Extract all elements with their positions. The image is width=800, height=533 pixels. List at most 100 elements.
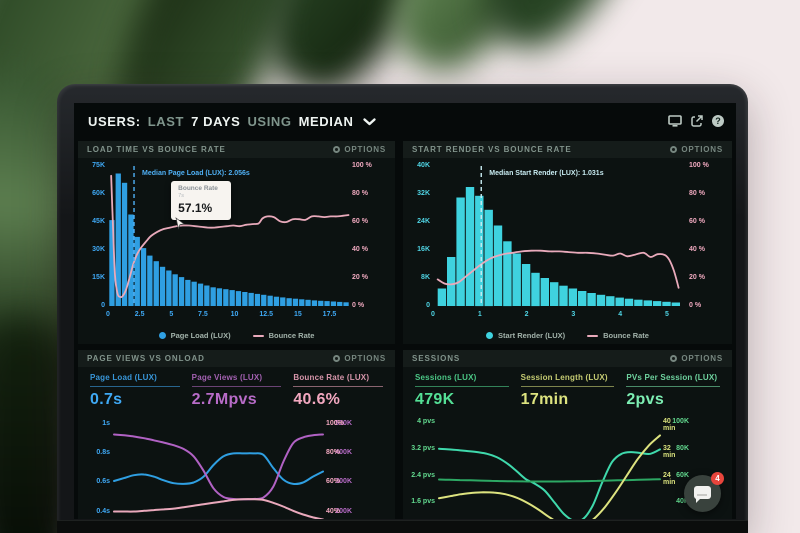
panel-header: PAGE VIEWS VS ONLOAD OPTIONS: [78, 350, 395, 367]
x-axis-tick-label: 7.5: [198, 311, 208, 318]
gear-icon: [670, 146, 678, 153]
axis-tick-label: 24K: [417, 218, 430, 225]
metric-underline: [626, 386, 721, 387]
y-axis-right: 100K 40 min 80K 32 min 60K 24 min 40K: [663, 417, 729, 519]
axis-tick-label: 3.2 pvs: [411, 444, 435, 452]
metric-underline: [520, 386, 615, 387]
metric-bounce-rate: Bounce Rate (LUX) 40.6%: [293, 373, 384, 409]
axis-tick-label: 1s: [102, 420, 110, 428]
axis-tick-label: 15K: [92, 274, 105, 281]
help-icon[interactable]: ?: [712, 115, 724, 127]
sessions-svg: [438, 434, 661, 519]
axis-tick-label: 60K: [676, 471, 689, 479]
axis-tick-label: 0 %: [352, 302, 365, 309]
start-render-svg: [436, 166, 680, 307]
panel-title: SESSIONS: [412, 354, 461, 363]
metrics-row: Sessions (LUX) 479K Session Length (LUX)…: [403, 367, 732, 409]
header-days-label: 7 DAYS: [191, 113, 241, 129]
x-axis: 0 2.5 5 7.5 10 12.5 15 17.5: [106, 311, 351, 321]
axis-tick-label: 0 %: [689, 302, 702, 309]
chat-widget-button[interactable]: 4: [684, 472, 724, 512]
x-axis-tick-label: 5: [169, 311, 174, 318]
page-views-onload-plot: [113, 417, 324, 519]
axis-tick-label: 45K: [92, 218, 105, 225]
axis-tick-label: 40 %: [352, 246, 368, 253]
panel-title: START RENDER VS BOUNCE RATE: [412, 145, 572, 154]
axis-tick-label: 40K: [417, 162, 430, 169]
axis-tick-label: 0: [426, 302, 430, 309]
axis-tick-label: 32K: [417, 190, 430, 197]
x-axis-tick-label: 15: [293, 311, 302, 318]
laptop-hinge: [57, 520, 748, 533]
axis-tick-label: 32 min: [663, 444, 676, 459]
x-axis-tick-label: 3: [571, 311, 576, 318]
panel-load-time-vs-bounce-rate: LOAD TIME VS BOUNCE RATE OPTIONS 75K 60K 4…: [78, 141, 395, 344]
axis-tick-label: 200K: [335, 507, 352, 515]
sessions-chart: 4 pvs 3.2 pvs 2.4 pvs 1.6 pvs 100K 40 min 80K…: [403, 411, 732, 519]
axis-tick-label: 2.4 pvs: [411, 471, 435, 479]
laptop-screen: USERS: LAST 7 DAYS USING MEDIAN ?: [74, 103, 736, 519]
panel-title: LOAD TIME VS BOUNCE RATE: [87, 145, 226, 154]
metric-underline: [293, 386, 384, 387]
monitor-icon[interactable]: [668, 115, 682, 127]
options-button[interactable]: OPTIONS: [670, 354, 723, 363]
axis-tick-label: 60K: [92, 190, 105, 197]
start-render-chart: 40K 32K 24K 16K 8K 0 100 % 80 % 60 % 40 % 20 % 0 %…: [403, 158, 732, 344]
y-axis-right: 500K 100% 400K 80% 300K 60% 200K 40%: [326, 417, 392, 519]
load-time-svg: [109, 166, 350, 306]
axis-tick-label: 75K: [92, 162, 105, 169]
chat-bubble-line: [697, 494, 707, 496]
legend-item: Start Render (LUX): [486, 331, 565, 340]
axis-tick-label: 40%: [326, 507, 341, 515]
share-icon[interactable]: [691, 115, 703, 127]
y-axis-left: 40K 32K 24K 16K 8K 0: [405, 162, 430, 309]
y-axis-left: 1s 0.8s 0.6s 0.4s: [80, 417, 110, 519]
panel-start-render-vs-bounce-rate: START RENDER VS BOUNCE RATE OPTIONS 40K 3…: [403, 141, 732, 344]
panel-header: LOAD TIME VS BOUNCE RATE OPTIONS: [78, 141, 395, 158]
axis-tick-label: 0.4s: [96, 507, 110, 515]
laptop-frame: USERS: LAST 7 DAYS USING MEDIAN ?: [57, 84, 748, 533]
metric-underline: [90, 386, 180, 387]
start-render-plot: Median Start Render (LUX): 1.031s: [433, 166, 688, 307]
x-axis-tick-label: 2.5: [134, 311, 145, 318]
load-time-chart: 75K 60K 45K 30K 15K 0 100 % 80 % 60 % 40 % 20 % 0 …: [78, 158, 395, 344]
bounce-rate-tooltip: Bounce Rate 7s 57.1%: [171, 181, 232, 231]
axis-tick-label: 40 %: [689, 246, 705, 253]
axis-tick-label: 20 %: [352, 274, 368, 281]
gear-icon: [670, 355, 678, 362]
y-axis-left: 4 pvs 3.2 pvs 2.4 pvs 1.6 pvs: [405, 417, 435, 519]
mouse-cursor-icon: [175, 217, 186, 231]
x-axis-tick-label: 10: [230, 311, 239, 318]
axis-tick-label: 80%: [326, 449, 341, 457]
metric-page-load: Page Load (LUX) 0.7s: [90, 373, 180, 409]
panel-header: START RENDER VS BOUNCE RATE OPTIONS: [403, 141, 732, 158]
metric-page-views: Page Views (LUX) 2.7Mpvs: [191, 373, 282, 409]
page-views-onload-svg: [113, 433, 324, 519]
header-using-label: USING: [247, 113, 292, 129]
legend-line-icon: [587, 334, 599, 337]
axis-tick-label: 1.6 pvs: [411, 498, 435, 506]
metric-underline: [191, 386, 282, 387]
legend: Start Render (LUX) Bounce Rate: [403, 331, 732, 340]
gear-icon: [333, 355, 341, 362]
legend-dot-icon: [158, 332, 166, 339]
median-line-label: Median Page Load (LUX): 2.056s: [142, 170, 250, 177]
options-button[interactable]: OPTIONS: [333, 145, 386, 154]
chat-bubble-icon: [694, 486, 711, 503]
axis-tick-label: 0.8s: [96, 449, 110, 457]
axis-tick-label: 16K: [417, 246, 430, 253]
options-button[interactable]: OPTIONS: [670, 145, 723, 154]
axis-tick-label: 24 min: [663, 471, 676, 486]
options-button[interactable]: OPTIONS: [333, 354, 386, 363]
metric-underline: [415, 386, 509, 387]
y-axis-left: 75K 60K 45K 30K 15K 0: [80, 162, 105, 309]
metric-pvs-per-session: PVs Per Session (LUX) 2pvs: [626, 373, 721, 409]
x-axis-tick-label: 4: [618, 311, 623, 318]
y-axis-right: 100 % 80 % 60 % 40 % 20 % 0 %: [352, 162, 390, 309]
users-range-dropdown[interactable]: USERS: LAST 7 DAYS USING MEDIAN: [88, 114, 376, 129]
tooltip-subtitle: 7s: [178, 193, 184, 200]
axis-tick-label: 80 %: [689, 190, 705, 197]
axis-tick-label: 20 %: [689, 274, 705, 281]
axis-tick-label: 80K: [676, 444, 689, 452]
x-axis-tick-label: 12.5: [259, 311, 274, 318]
